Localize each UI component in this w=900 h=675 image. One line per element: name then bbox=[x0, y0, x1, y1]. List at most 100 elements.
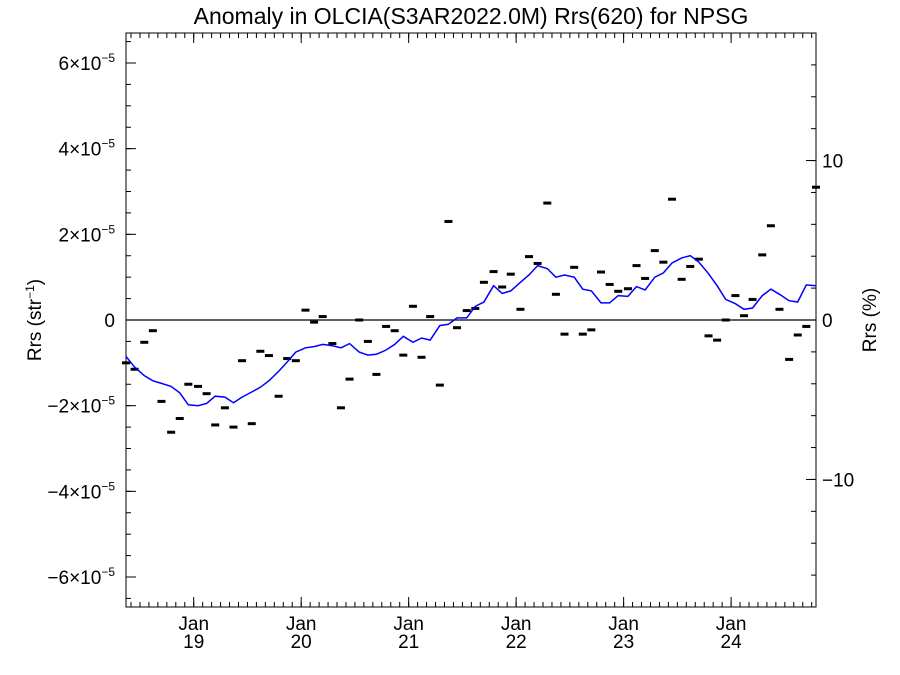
data-point bbox=[570, 265, 579, 269]
data-point bbox=[318, 315, 327, 319]
data-point bbox=[345, 377, 354, 381]
data-point bbox=[382, 324, 391, 328]
data-point bbox=[417, 355, 426, 359]
plot-area bbox=[125, 32, 817, 608]
data-point bbox=[247, 422, 256, 426]
x-tick-year: 22 bbox=[506, 632, 527, 653]
data-point bbox=[704, 334, 713, 338]
data-point bbox=[122, 361, 130, 365]
data-point bbox=[211, 423, 220, 427]
data-point bbox=[812, 185, 820, 189]
data-point bbox=[283, 357, 292, 361]
data-point bbox=[597, 270, 606, 274]
x-tick-month: Jan bbox=[393, 614, 424, 635]
data-point bbox=[444, 219, 453, 223]
data-point bbox=[489, 270, 498, 274]
data-point bbox=[220, 406, 229, 410]
data-point bbox=[264, 354, 273, 358]
data-point bbox=[291, 359, 300, 363]
data-point bbox=[506, 272, 515, 276]
y-tick-label: 4×10−5 bbox=[59, 137, 116, 161]
data-point bbox=[148, 329, 157, 333]
y-tick-label: −4×10−5 bbox=[47, 479, 115, 503]
data-point bbox=[479, 280, 488, 284]
data-point bbox=[372, 372, 381, 376]
x-tick-month: Jan bbox=[501, 614, 532, 635]
data-point bbox=[399, 353, 408, 357]
data-point bbox=[355, 318, 364, 322]
y-axis-label: Rrs (str−1) bbox=[23, 279, 46, 361]
data-point bbox=[632, 264, 641, 268]
data-point bbox=[140, 340, 149, 344]
data-point bbox=[551, 292, 560, 296]
data-point bbox=[498, 285, 507, 289]
x-tick-year: 21 bbox=[398, 632, 419, 653]
data-point bbox=[336, 406, 345, 410]
data-point bbox=[793, 333, 802, 337]
data-point bbox=[462, 309, 471, 313]
data-point bbox=[605, 282, 614, 286]
data-point bbox=[641, 276, 650, 280]
data-point bbox=[310, 320, 319, 324]
data-point bbox=[766, 224, 775, 228]
data-point bbox=[471, 306, 480, 310]
x-tick-year: 19 bbox=[183, 632, 204, 653]
y2-tick-label: 10 bbox=[822, 152, 843, 173]
data-point bbox=[578, 332, 587, 336]
data-point bbox=[408, 304, 417, 308]
y2-tick-label: −10 bbox=[822, 470, 854, 491]
y-axis-left: 6×10−5 4×10−5 2×10−5 0 −2×10−5 −4×10−5 −6×10−5 bbox=[47, 51, 136, 589]
data-point bbox=[130, 367, 139, 371]
data-point bbox=[256, 349, 265, 353]
data-point bbox=[659, 260, 668, 264]
data-point bbox=[560, 332, 569, 336]
data-point bbox=[167, 430, 176, 434]
data-point bbox=[775, 307, 784, 311]
y2-tick-label: 0 bbox=[822, 311, 833, 332]
data-point bbox=[202, 392, 211, 396]
x-tick-year: 23 bbox=[613, 632, 634, 653]
x-tick-month: Jan bbox=[286, 614, 317, 635]
x-tick-month: Jan bbox=[608, 614, 639, 635]
data-point bbox=[238, 359, 247, 363]
y-tick-label: 6×10−5 bbox=[59, 51, 116, 75]
data-point bbox=[713, 338, 722, 342]
x-tick-month: Jan bbox=[178, 614, 209, 635]
data-point bbox=[157, 399, 166, 403]
anomaly-points bbox=[122, 185, 820, 434]
data-point bbox=[731, 294, 740, 298]
data-point bbox=[533, 261, 542, 265]
data-point bbox=[686, 264, 695, 268]
smoothed-anomaly-line bbox=[125, 254, 817, 407]
data-point bbox=[802, 324, 811, 328]
data-point bbox=[739, 314, 748, 318]
data-point bbox=[184, 382, 193, 386]
data-point bbox=[677, 277, 686, 281]
data-point bbox=[650, 249, 659, 253]
data-point bbox=[667, 197, 676, 201]
data-point bbox=[274, 394, 283, 398]
y-axis-right: 10 0 −10 bbox=[806, 152, 854, 491]
data-point bbox=[390, 329, 399, 333]
data-point bbox=[229, 425, 238, 429]
data-point bbox=[426, 315, 435, 319]
data-point bbox=[694, 257, 703, 261]
y-tick-label: −2×10−5 bbox=[47, 394, 115, 418]
data-point bbox=[614, 289, 623, 293]
data-point bbox=[748, 297, 757, 301]
data-point bbox=[453, 326, 462, 330]
data-point bbox=[301, 308, 310, 312]
y2-axis-label: Rrs (%) bbox=[860, 288, 881, 352]
data-point bbox=[516, 307, 525, 311]
minor-ticks bbox=[126, 32, 816, 608]
x-tick-year: 20 bbox=[291, 632, 312, 653]
x-tick-month: Jan bbox=[716, 614, 747, 635]
data-point bbox=[363, 339, 372, 343]
data-point bbox=[328, 342, 337, 346]
x-tick-year: 24 bbox=[721, 632, 743, 653]
chart-title: Anomaly in OLCIA(S3AR2022.0M) Rrs(620) f… bbox=[194, 3, 749, 29]
data-point bbox=[758, 253, 767, 257]
y-tick-label: 0 bbox=[104, 311, 115, 332]
